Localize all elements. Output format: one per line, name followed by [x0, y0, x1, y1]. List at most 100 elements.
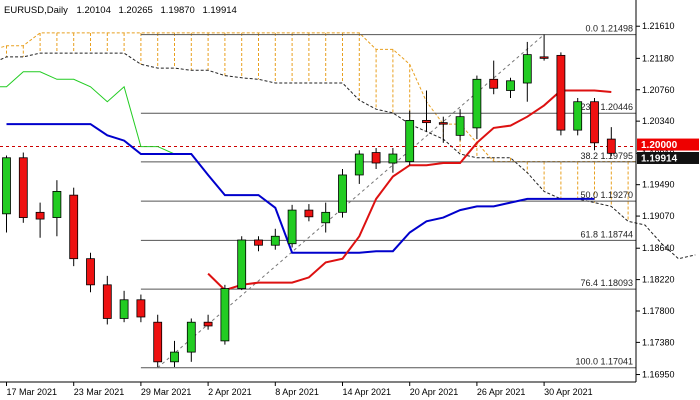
x-tick-label: 23 Mar 2021 [74, 387, 125, 397]
candle-body [573, 101, 583, 131]
bear-candle [371, 148, 381, 169]
fib-level-label: 50.0 1.19270 [580, 190, 633, 200]
ohlc-low: 1.19870 [160, 5, 194, 16]
bull-candle [237, 236, 247, 291]
candle-body [136, 299, 146, 318]
candle-body [371, 152, 381, 164]
bear-candle [539, 34, 549, 61]
bear-candle [102, 275, 112, 325]
bull-candle [270, 228, 280, 250]
bull-candle [170, 340, 179, 368]
bear-candle [590, 97, 599, 151]
fib-level-label: 38.2 1.19795 [580, 151, 633, 161]
fib-level-label: 76.4 1.18093 [580, 278, 633, 288]
bear-candle [556, 52, 566, 136]
x-tick-label: 29 Mar 2021 [141, 387, 192, 397]
candle-body [52, 191, 62, 218]
y-tick-label: 1.21180 [642, 53, 674, 63]
y-tick-label: 1.16950 [642, 370, 675, 380]
bull-candle [220, 284, 230, 345]
candle-body [2, 157, 11, 215]
bear-candle [18, 152, 28, 223]
x-tick-label: 20 Apr 2021 [410, 387, 459, 397]
candle-body [422, 119, 431, 124]
price-labels: 1.20000 1.19914 [637, 138, 699, 164]
bull-candle [388, 148, 398, 173]
candle-body [170, 351, 179, 363]
bull-candle [338, 168, 347, 218]
y-tick-label: 1.18640 [642, 243, 675, 253]
bull-candle [52, 180, 62, 237]
bull-candle [2, 155, 11, 233]
candle-body [237, 239, 247, 289]
fib-level-label: 0.0 1.21498 [585, 24, 633, 34]
x-tick-label: 8 Apr 2021 [275, 387, 319, 397]
bull-candle [573, 97, 583, 136]
y-tick-label: 1.17800 [642, 306, 675, 316]
ohlc-close: 1.19914 [202, 5, 236, 16]
bear-candle [606, 127, 616, 157]
bull-candle [472, 75, 482, 140]
bull-candle [321, 202, 331, 233]
candle-body [321, 211, 331, 224]
bear-candle [136, 294, 146, 323]
candle-body [153, 321, 163, 363]
x-tick-label: 30 Apr 2021 [544, 387, 593, 397]
candle-body [18, 157, 28, 218]
candle-body [438, 122, 448, 125]
candle-body [539, 56, 549, 59]
candle-body [489, 78, 499, 89]
candle-body [287, 209, 297, 245]
bear-candle [254, 236, 263, 252]
reference-price-tag-box [637, 138, 699, 151]
candle-body [506, 80, 515, 91]
y-tick-label: 1.20760 [642, 85, 675, 95]
reference-price-tag-text: 1.20000 [641, 140, 678, 151]
bear-candle [438, 116, 448, 143]
candle-body [186, 321, 196, 353]
candle-body [220, 288, 230, 342]
candle-body [522, 54, 532, 84]
fib-level-label: 61.8 1.18744 [580, 229, 633, 239]
candle-body [405, 119, 415, 162]
candle-body [270, 235, 280, 246]
candle-body [388, 153, 398, 164]
reference-price-tag: 1.20000 [637, 138, 699, 151]
candle-body [472, 78, 482, 129]
ichimoku-cloud [0, 32, 696, 260]
candle-body [590, 101, 599, 144]
bull-candle [522, 41, 532, 102]
bull-candle [506, 77, 515, 98]
x-tick-label: 2 Apr 2021 [208, 387, 252, 397]
candle-body [354, 153, 364, 176]
bear-candle [489, 60, 499, 95]
candle-body [338, 174, 347, 213]
y-tick-label: 1.19070 [642, 211, 675, 221]
bear-candle [86, 252, 95, 293]
candle-body [102, 284, 112, 319]
kijun-sen [6, 123, 595, 254]
chikou-span [0, 71, 175, 155]
current-price-tag-text: 1.19914 [641, 153, 678, 164]
bear-candle [304, 204, 314, 222]
candlesticks [2, 34, 616, 368]
symbol-label: EURUSD,Daily [4, 5, 68, 16]
ohlc-high: 1.20265 [119, 5, 153, 16]
candle-body [69, 194, 79, 260]
y-tick-label: 1.17380 [642, 337, 675, 347]
chart-title: EURUSD,Daily 1.20104 1.20265 1.19870 1.1… [4, 5, 237, 16]
bear-candle [422, 90, 431, 132]
current-price-tag-box [637, 151, 699, 164]
fib-level-label: 100.0 1.17041 [575, 357, 633, 367]
y-tick-label: 1.18220 [642, 275, 675, 285]
candle-body [304, 209, 314, 218]
bear-candle [35, 202, 45, 238]
y-tick-label: 1.21610 [642, 21, 675, 31]
fib-level-label: 23.6 1.20446 [580, 102, 633, 112]
ohlc-open: 1.20104 [77, 5, 111, 16]
bear-candle [153, 314, 163, 368]
candle-body [35, 211, 45, 220]
bear-candle [203, 314, 213, 330]
candle-body [606, 138, 616, 154]
